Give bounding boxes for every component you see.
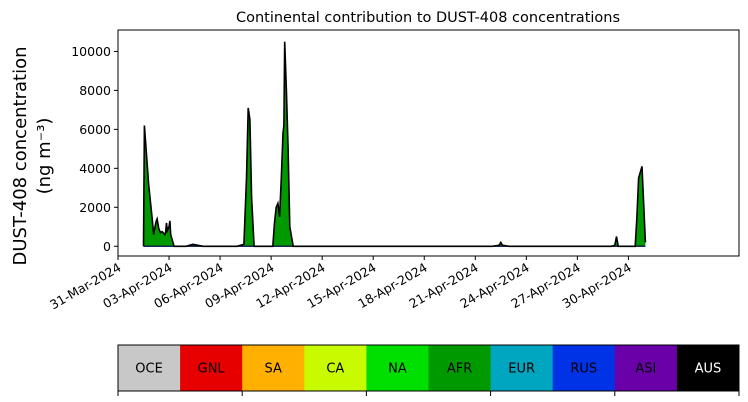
legend-label-sa: SA bbox=[265, 362, 282, 377]
total-line bbox=[142, 41, 647, 248]
legend-swatch-rus bbox=[552, 345, 616, 391]
legend-swatch-eur bbox=[490, 345, 554, 391]
chart-title: Continental contribution to DUST-408 con… bbox=[236, 10, 620, 26]
y-axis-unit: (ng m⁻³) bbox=[34, 118, 55, 195]
legend-label-rus: RUS bbox=[570, 362, 597, 377]
series-area-afr bbox=[143, 41, 646, 247]
legend-swatch-ca bbox=[304, 345, 367, 391]
legend-label-aus: AUS bbox=[695, 362, 722, 377]
y-tick-label: 4000 bbox=[79, 161, 111, 176]
y-tick-label: 10000 bbox=[71, 44, 111, 59]
legend-label-gnl: GNL bbox=[198, 362, 226, 377]
legend-label-afr: AFR bbox=[447, 362, 472, 377]
legend-swatch-na bbox=[366, 345, 429, 391]
legend-swatch-oce bbox=[118, 345, 181, 391]
y-axis-label: DUST-408 concentration bbox=[10, 46, 31, 265]
y-tick-label: 6000 bbox=[79, 122, 111, 137]
legend-swatch-gnl bbox=[180, 345, 243, 391]
plot-frame bbox=[117, 29, 740, 257]
legend-swatch-afr bbox=[428, 345, 492, 391]
legend-label-na: NA bbox=[388, 362, 407, 377]
legend-label-ca: CA bbox=[326, 362, 344, 377]
y-tick-label: 2000 bbox=[79, 200, 111, 215]
y-tick-label: 0 bbox=[103, 239, 111, 254]
legend-swatch-asi bbox=[614, 345, 678, 391]
legend-swatch-aus bbox=[676, 345, 740, 391]
legend-swatch-sa bbox=[242, 345, 305, 391]
legend-label-eur: EUR bbox=[508, 362, 535, 377]
legend-label-asi: ASI bbox=[635, 362, 656, 377]
legend-label-oce: OCE bbox=[135, 362, 163, 377]
y-tick-label: 8000 bbox=[79, 83, 111, 98]
legend-frame bbox=[117, 344, 740, 392]
legend: OCE GNL SA CA NA AFR EUR RUS ASI AUS bbox=[117, 344, 740, 396]
